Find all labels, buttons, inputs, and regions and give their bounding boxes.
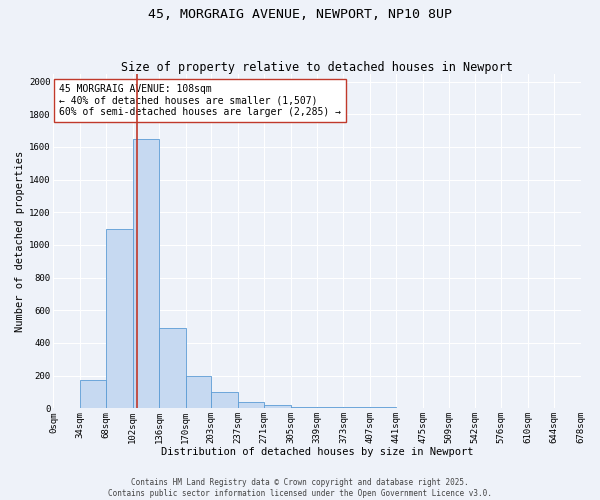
Y-axis label: Number of detached properties: Number of detached properties — [15, 150, 25, 332]
Text: 45 MORGRAIG AVENUE: 108sqm
← 40% of detached houses are smaller (1,507)
60% of s: 45 MORGRAIG AVENUE: 108sqm ← 40% of deta… — [59, 84, 341, 116]
Bar — [80, 380, 106, 408]
X-axis label: Distribution of detached houses by size in Newport: Distribution of detached houses by size … — [161, 448, 473, 458]
Bar — [133, 139, 159, 408]
Bar — [185, 376, 211, 408]
Text: Contains HM Land Registry data © Crown copyright and database right 2025.
Contai: Contains HM Land Registry data © Crown c… — [108, 478, 492, 498]
Title: Size of property relative to detached houses in Newport: Size of property relative to detached ho… — [121, 60, 513, 74]
Bar — [211, 392, 238, 408]
Bar — [159, 328, 185, 408]
Bar — [106, 228, 133, 408]
Text: 45, MORGRAIG AVENUE, NEWPORT, NP10 8UP: 45, MORGRAIG AVENUE, NEWPORT, NP10 8UP — [148, 8, 452, 20]
Bar — [343, 406, 370, 408]
Bar — [238, 402, 264, 408]
Bar — [264, 405, 290, 408]
